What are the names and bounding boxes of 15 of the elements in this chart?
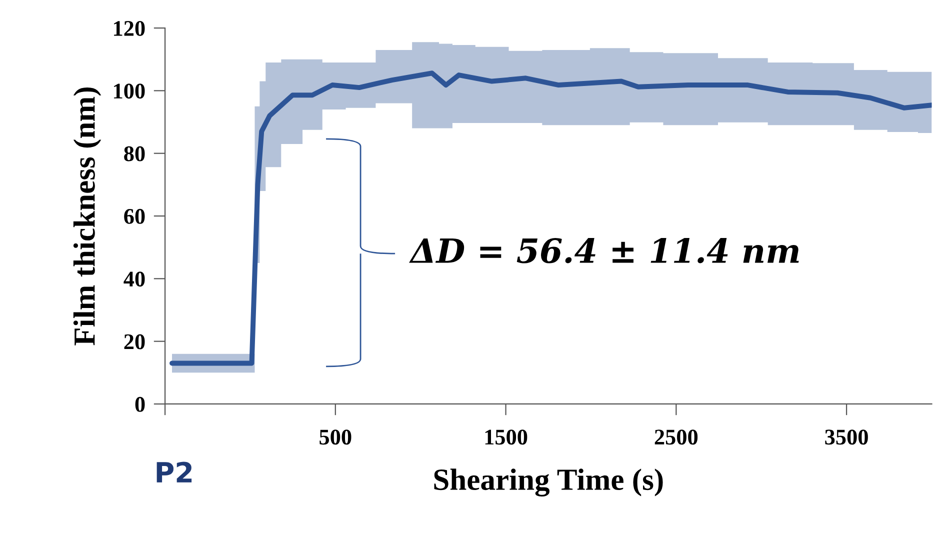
y-tick-label: 0	[135, 396, 145, 412]
y-tick-label: 80	[124, 146, 145, 162]
x-axis-title: Shearing Time (s)	[434, 468, 663, 497]
y-tick-label: 60	[124, 208, 145, 224]
x-tick-label: 3500	[825, 430, 868, 445]
x-tick-label: 500	[320, 430, 352, 445]
y-axis-title: Film thickness (nm)	[73, 87, 102, 346]
text: P2	[156, 462, 192, 482]
y-tick-label: 120	[114, 20, 145, 36]
x-tick-label: 2500	[654, 430, 698, 445]
y-tick-label: 20	[124, 334, 145, 350]
x-tick-label: 1500	[485, 430, 528, 445]
annotation: ΔD = 56.4 ± 11.4 nm	[409, 238, 799, 264]
y-tick-label: 100	[114, 84, 145, 99]
y-tick-label: 40	[124, 272, 145, 287]
